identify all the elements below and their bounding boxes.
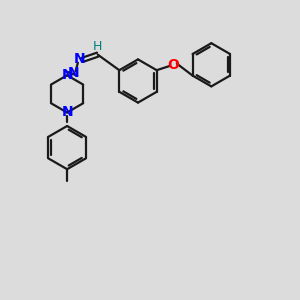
Text: N: N (68, 66, 80, 80)
Text: N: N (74, 52, 85, 66)
Text: N: N (61, 68, 73, 82)
Text: H: H (93, 40, 102, 53)
Text: N: N (61, 106, 73, 119)
Text: O: O (167, 58, 179, 72)
